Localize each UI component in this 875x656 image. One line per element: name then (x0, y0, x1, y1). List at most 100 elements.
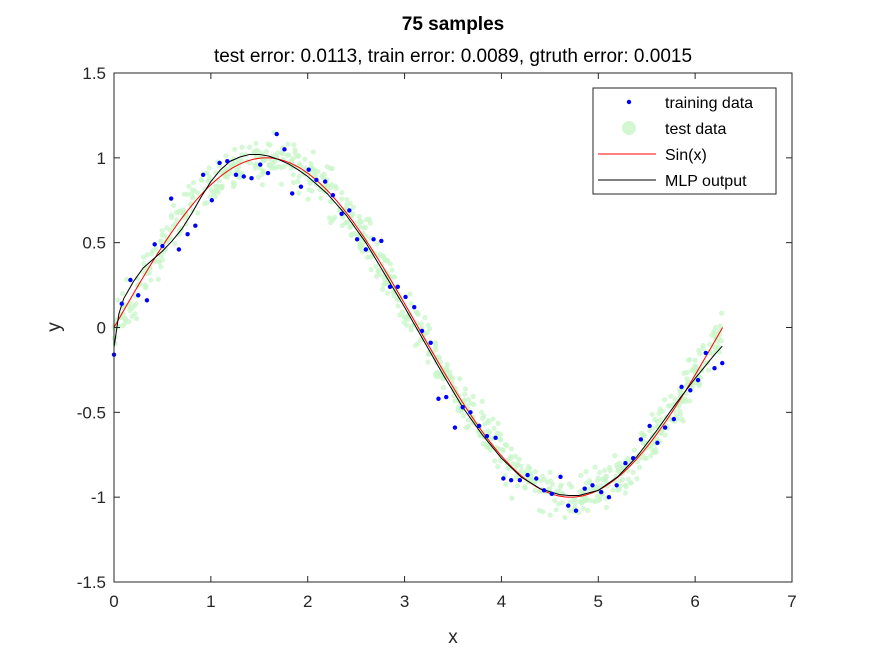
test-point (144, 252, 150, 258)
test-point (255, 174, 262, 180)
training-point (419, 328, 425, 334)
test-point (479, 398, 485, 404)
test-point (332, 214, 338, 220)
test-point (485, 428, 491, 434)
test-point (349, 231, 355, 237)
test-point (532, 469, 538, 475)
test-point (678, 387, 684, 393)
test-point (347, 200, 353, 207)
test-point (392, 274, 398, 280)
test-point (247, 144, 253, 150)
test-point (685, 357, 692, 363)
test-point (146, 270, 152, 276)
test-point (627, 480, 633, 486)
training-point (128, 277, 133, 283)
test-point (705, 367, 712, 373)
test-point (510, 461, 516, 467)
test-point (692, 363, 698, 369)
test-point (503, 481, 509, 487)
training-point (290, 191, 295, 196)
test-point (208, 187, 215, 193)
test-point (572, 496, 578, 503)
test-point (368, 266, 374, 273)
training-point (549, 491, 554, 496)
training-point (371, 237, 376, 242)
training-point (501, 476, 506, 481)
test-point (707, 341, 713, 348)
test-point (339, 196, 345, 202)
test-point (500, 448, 506, 454)
test-point (226, 171, 232, 177)
test-point (201, 200, 208, 207)
test-point (285, 141, 291, 147)
test-point (267, 156, 273, 162)
training-point (274, 131, 279, 137)
test-point (610, 487, 616, 493)
training-point (136, 293, 141, 298)
training-data-layer (111, 131, 725, 513)
test-point (408, 301, 414, 307)
test-point (347, 224, 353, 231)
training-point (168, 196, 174, 201)
test-point (491, 425, 497, 431)
test-point (115, 297, 121, 303)
test-point (318, 195, 324, 201)
test-point (418, 321, 424, 327)
test-point (630, 469, 636, 475)
test-point (532, 487, 538, 494)
test-point (418, 337, 424, 343)
training-point (476, 423, 482, 429)
test-point (159, 232, 165, 238)
test-point (362, 225, 368, 231)
training-point (493, 435, 498, 440)
test-point (461, 397, 467, 403)
test-point (636, 464, 643, 470)
test-point (462, 386, 469, 392)
y-tick-label: -1.5 (77, 573, 106, 592)
test-point (332, 183, 338, 189)
test-point (290, 172, 296, 178)
x-ticks: 0 1 2 3 4 5 6 7 (109, 73, 797, 611)
x-tick-label: 4 (497, 592, 506, 611)
test-point (467, 400, 474, 406)
test-point (556, 501, 562, 507)
test-point (678, 416, 685, 422)
test-point (572, 500, 578, 506)
test-point (425, 359, 431, 365)
test-point (495, 420, 501, 426)
test-point (490, 416, 496, 422)
test-point (253, 140, 259, 146)
test-point (713, 324, 719, 331)
test-point (260, 157, 267, 164)
test-point (700, 342, 706, 349)
test-point (408, 327, 414, 333)
test-point (164, 225, 170, 231)
test-point (182, 215, 188, 221)
training-point (306, 167, 311, 172)
training-point (249, 175, 254, 181)
test-point (671, 408, 677, 414)
y-tick-label: 0 (97, 319, 106, 338)
training-point (403, 294, 408, 300)
training-point (662, 425, 668, 430)
test-point (123, 276, 130, 283)
test-point (696, 347, 702, 354)
test-point (186, 183, 192, 189)
test-point (593, 499, 599, 505)
y-axis-label: y (44, 322, 65, 332)
test-point (547, 512, 553, 518)
test-point (586, 477, 593, 484)
training-point (460, 405, 465, 410)
legend-marker-training (626, 99, 632, 105)
test-point (547, 469, 553, 475)
test-point (278, 181, 285, 187)
test-point (155, 276, 161, 282)
test-point (180, 207, 186, 213)
test-point (140, 254, 147, 260)
test-point (462, 391, 468, 397)
test-point (292, 147, 298, 153)
x-axis-label: x (448, 627, 458, 648)
test-point (363, 217, 370, 223)
test-point (488, 444, 494, 450)
